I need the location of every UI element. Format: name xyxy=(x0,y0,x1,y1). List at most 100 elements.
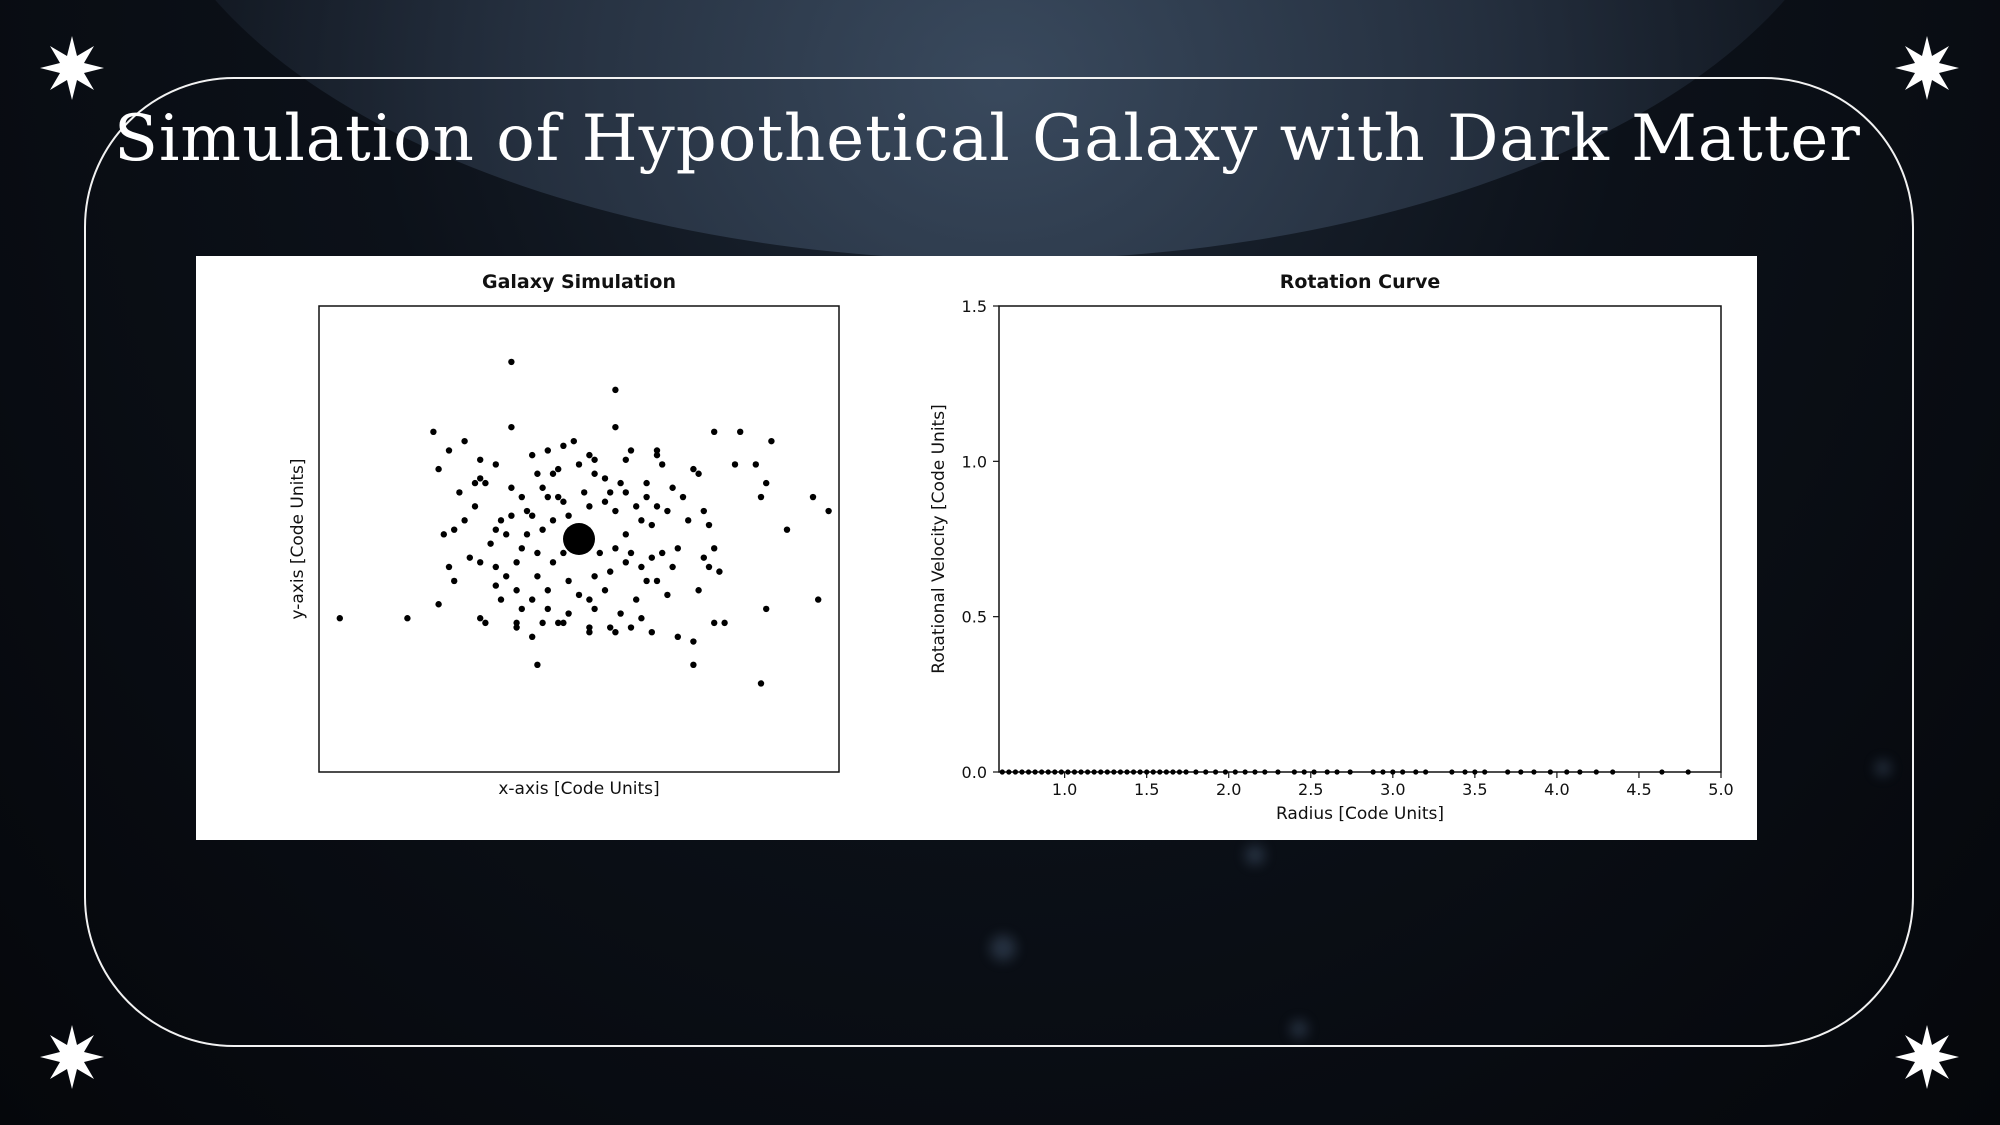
star-point xyxy=(695,470,702,477)
star-point xyxy=(617,610,624,617)
velocity-point xyxy=(1462,769,1468,775)
slide-frame xyxy=(84,77,1914,1047)
star-point xyxy=(508,358,515,366)
star-point xyxy=(539,484,546,491)
velocity-point xyxy=(1505,769,1511,775)
velocity-point xyxy=(1472,769,1478,775)
velocity-point xyxy=(1098,769,1104,775)
velocity-point xyxy=(1150,769,1156,775)
star-point xyxy=(477,456,484,463)
star-point xyxy=(815,596,822,603)
star-point xyxy=(601,498,609,505)
star-point xyxy=(518,493,525,501)
star-point xyxy=(513,587,520,594)
star-point xyxy=(685,517,692,524)
star-point xyxy=(539,619,546,627)
background-star-glow xyxy=(1290,1020,1308,1038)
star-point xyxy=(721,619,728,627)
star-point xyxy=(544,447,551,454)
star-point xyxy=(607,489,614,496)
velocity-point xyxy=(1518,769,1524,775)
velocity-point xyxy=(1163,769,1169,775)
sparkle-star-icon xyxy=(1895,1025,1959,1089)
velocity-point xyxy=(1176,769,1183,775)
velocity-point xyxy=(1058,769,1064,775)
star-point xyxy=(711,428,718,436)
star-point xyxy=(731,461,739,468)
star-point xyxy=(825,507,832,515)
star-point xyxy=(700,507,707,515)
star-point xyxy=(581,489,588,496)
star-point xyxy=(471,503,479,510)
velocity-point xyxy=(1213,769,1219,775)
star-point xyxy=(471,479,479,487)
star-point xyxy=(544,587,551,594)
sparkle-star-icon xyxy=(1895,36,1959,100)
velocity-point xyxy=(1078,769,1084,775)
star-point xyxy=(497,517,505,524)
star-point xyxy=(601,475,609,482)
star-point xyxy=(497,596,505,603)
star-point xyxy=(716,568,723,575)
x-tick-label: 2.5 xyxy=(1298,780,1323,799)
velocity-point xyxy=(1157,769,1163,775)
star-point xyxy=(575,461,583,468)
velocity-point xyxy=(1144,769,1150,775)
velocity-point xyxy=(1334,769,1340,775)
velocity-point xyxy=(1275,769,1281,775)
x-tick-label: 4.5 xyxy=(1626,780,1651,799)
velocity-point xyxy=(1423,769,1429,775)
star-point xyxy=(555,619,562,627)
star-point xyxy=(430,428,437,436)
velocity-point xyxy=(1232,769,1238,775)
velocity-point xyxy=(1170,769,1176,775)
velocity-point xyxy=(1252,769,1258,775)
sparkle-star-icon xyxy=(40,36,104,100)
star-point xyxy=(492,563,499,571)
star-point xyxy=(586,596,593,603)
star-point xyxy=(612,507,619,515)
star-point xyxy=(529,512,536,519)
x-tick-label: 4.0 xyxy=(1544,780,1569,799)
star-point xyxy=(529,451,536,459)
star-point xyxy=(757,680,765,687)
star-point xyxy=(752,461,759,468)
star-point xyxy=(659,461,666,468)
velocity-point xyxy=(1065,769,1071,775)
star-point xyxy=(518,605,525,613)
x-tick-label: 1.5 xyxy=(1134,780,1159,799)
star-point xyxy=(622,559,629,566)
velocity-point xyxy=(1390,769,1396,775)
velocity-point xyxy=(1301,769,1307,775)
star-point xyxy=(586,451,593,459)
y-tick-label: 0.0 xyxy=(962,763,987,782)
velocity-point xyxy=(1012,769,1019,775)
star-point xyxy=(508,423,515,431)
velocity-point xyxy=(1193,769,1199,775)
velocity-point xyxy=(1324,769,1330,775)
velocity-point xyxy=(1262,769,1268,775)
velocity-point xyxy=(1071,769,1078,775)
star-point xyxy=(560,619,567,627)
velocity-point xyxy=(1203,769,1209,775)
star-point xyxy=(482,479,489,487)
star-point xyxy=(575,591,583,599)
star-point xyxy=(461,517,468,524)
star-point xyxy=(601,587,609,594)
y-tick-label: 1.5 xyxy=(962,297,987,316)
star-point xyxy=(638,517,645,524)
rotation-x-axis-label: Radius [Code Units] xyxy=(1276,804,1444,824)
star-point xyxy=(695,587,702,594)
figure-panel: Galaxy Simulation x-axis [Code Units] y-… xyxy=(196,256,1757,840)
star-point xyxy=(549,470,557,477)
star-point xyxy=(503,573,510,580)
star-point xyxy=(679,493,687,501)
star-point xyxy=(591,605,598,613)
star-point xyxy=(690,465,697,473)
star-point xyxy=(560,442,567,449)
velocity-point xyxy=(1370,769,1376,775)
star-point xyxy=(763,605,770,613)
galaxy-plot-area xyxy=(318,305,840,773)
star-point xyxy=(648,521,655,529)
star-point xyxy=(705,521,713,529)
